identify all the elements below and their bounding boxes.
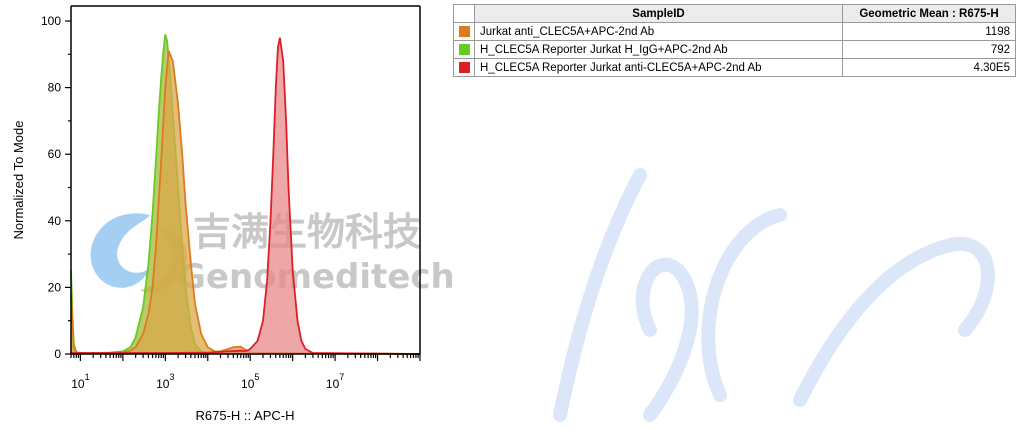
swatch-cell (453, 40, 475, 59)
swatch-cell (453, 22, 475, 41)
geometric-mean-cell: 1198 (842, 22, 1016, 41)
series-line-1 (70, 50, 421, 355)
y-tick-label: 20 (48, 280, 62, 294)
y-tick-label: 100 (41, 14, 61, 28)
axes-layer (70, 5, 421, 355)
swatch-cell (453, 58, 475, 77)
x-axis-title: R675-H :: APC-H (196, 408, 295, 423)
series-area-2 (71, 37, 420, 354)
table-row: H_CLEC5A Reporter Jurkat H_IgG+APC-2nd A… (453, 40, 1016, 59)
y-tick-label: 0 (54, 347, 61, 361)
table-row: Jurkat anti_CLEC5A+APC-2nd Ab 1198 (453, 22, 1016, 41)
x-tick-label: 101 (71, 372, 89, 391)
y-tick-label: 80 (48, 81, 62, 95)
background-watermark-strokes (553, 168, 995, 422)
x-tick-label: 107 (326, 372, 344, 391)
header-swatch-cell (453, 4, 475, 23)
ticks-layer: 0 20 40 60 80 100 101 103 105 107 (41, 14, 421, 391)
x-tick-label: 105 (241, 372, 259, 391)
series-layer (70, 34, 421, 355)
series-line-0 (70, 34, 421, 355)
geometric-mean-cell: 4.30E5 (842, 58, 1016, 77)
color-swatch-orange (458, 25, 470, 37)
y-tick-label: 60 (48, 147, 62, 161)
sample-id-cell: H_CLEC5A Reporter Jurkat anti-CLEC5A+APC… (474, 58, 843, 77)
series-line-2 (71, 37, 421, 355)
header-sample-id: SampleID (474, 4, 843, 23)
color-swatch-green (458, 43, 470, 55)
series-area-1 (71, 51, 420, 354)
header-geometric-mean: Geometric Mean : R675-H (842, 4, 1016, 23)
table-header-row: SampleID Geometric Mean : R675-H (453, 4, 1016, 23)
color-swatch-red (458, 61, 470, 73)
y-axis-title: Normalized To Mode (11, 121, 26, 240)
sample-id-cell: Jurkat anti_CLEC5A+APC-2nd Ab (474, 22, 843, 41)
series-area-0 (71, 34, 420, 355)
sample-id-cell: H_CLEC5A Reporter Jurkat H_IgG+APC-2nd A… (474, 40, 843, 59)
geometric-mean-cell: 792 (842, 40, 1016, 59)
x-tick-label: 103 (156, 372, 174, 391)
table-row: H_CLEC5A Reporter Jurkat anti-CLEC5A+APC… (453, 58, 1016, 77)
y-tick-label: 40 (48, 214, 62, 228)
sample-statistics-table: SampleID Geometric Mean : R675-H Jurkat … (453, 4, 1016, 77)
